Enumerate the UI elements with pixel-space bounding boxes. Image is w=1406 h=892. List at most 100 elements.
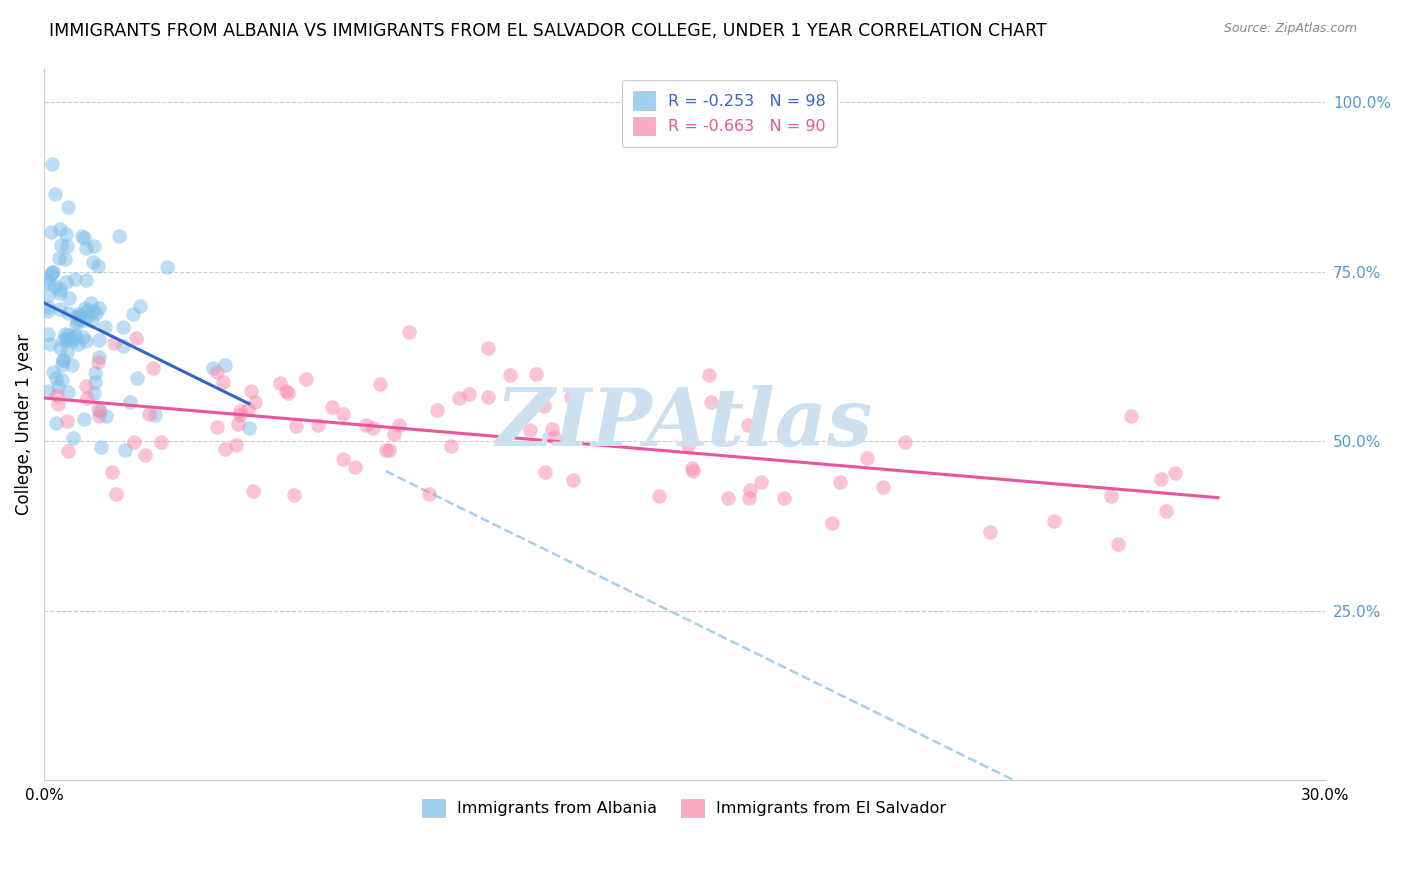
Point [238,421,260,435]
Point [37,303,59,318]
Point [67,310,90,324]
Point [38,336,60,351]
Point [83,239,105,253]
Point [533,399,555,413]
Point [42,366,65,380]
Point [150,435,173,450]
Point [142,361,165,376]
Point [87,355,110,369]
Point [37,301,59,315]
Point [388,417,411,432]
Point [104,487,127,501]
Point [76,391,98,405]
Point [1107,537,1129,551]
Point [332,407,354,421]
Point [1149,472,1171,486]
Point [295,372,318,386]
Point [111,320,134,334]
Point [205,364,228,378]
Point [1154,504,1177,518]
Point [398,325,420,339]
Point [122,307,145,321]
Text: IMMIGRANTS FROM ALBANIA VS IMMIGRANTS FROM EL SALVADOR COLLEGE, UNDER 1 YEAR COR: IMMIGRANTS FROM ALBANIA VS IMMIGRANTS FR… [49,22,1047,40]
Point [70,229,93,244]
Point [449,391,471,405]
Point [51,358,73,372]
Point [58,332,80,346]
Point [274,384,297,399]
Point [125,371,148,385]
Point [830,475,852,490]
Point [76,310,98,324]
Point [229,404,252,418]
Point [269,376,291,391]
Point [699,395,721,409]
Legend: Immigrants from Albania, Immigrants from El Salvador: Immigrants from Albania, Immigrants from… [415,791,955,825]
Point [103,335,125,350]
Point [51,373,73,387]
Point [229,408,252,422]
Point [41,265,63,279]
Point [72,313,94,327]
Point [979,525,1001,540]
Point [87,334,110,348]
Point [87,401,110,416]
Point [872,480,894,494]
Point [87,350,110,364]
Point [207,420,229,434]
Point [499,368,522,382]
Point [60,334,83,348]
Point [75,241,97,255]
Point [283,488,305,502]
Point [80,296,103,310]
Point [236,401,259,416]
Point [60,358,83,372]
Point [39,226,62,240]
Point [73,411,96,425]
Point [82,303,104,318]
Point [128,299,150,313]
Point [382,426,405,441]
Point [138,408,160,422]
Point [55,333,77,347]
Point [440,440,463,454]
Point [772,491,794,506]
Point [214,358,236,372]
Point [89,404,111,418]
Point [56,200,79,214]
Point [245,394,267,409]
Point [55,275,77,289]
Point [48,286,70,301]
Point [55,227,77,241]
Point [212,375,235,389]
Point [94,409,117,424]
Point [87,409,110,423]
Point [524,368,547,382]
Point [124,435,146,450]
Point [53,252,76,267]
Point [37,288,59,302]
Point [37,326,59,341]
Point [370,376,392,391]
Point [75,379,97,393]
Point [75,334,97,348]
Point [58,443,80,458]
Point [284,419,307,434]
Point [1099,489,1122,503]
Point [543,430,565,444]
Point [49,341,72,355]
Point [1121,409,1143,424]
Point [37,384,59,398]
Point [49,238,72,252]
Point [277,385,299,400]
Point [426,403,449,417]
Point [37,273,59,287]
Point [44,278,66,293]
Point [82,255,104,269]
Point [100,465,122,479]
Text: ZIPAtlas: ZIPAtlas [496,385,873,463]
Point [56,239,79,253]
Point [560,390,582,404]
Point [477,390,499,404]
Point [519,424,541,438]
